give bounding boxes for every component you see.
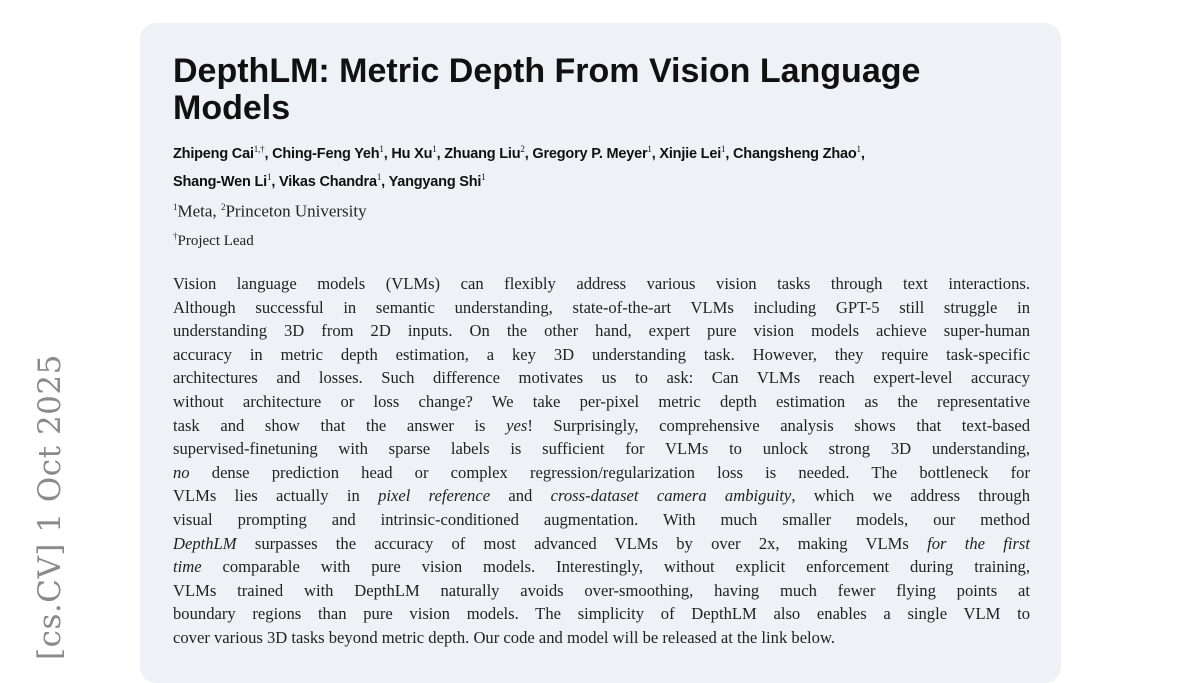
abstract-line: accuracy in metric depth estimation, a k… [173, 343, 1030, 367]
note-sup: † [173, 230, 178, 241]
text: Although successful in semantic understa… [173, 297, 1030, 317]
author-name: Gregory P. Meyer [532, 145, 648, 162]
abstract-line: time comparable with pure vision models.… [173, 555, 1030, 579]
abstract-line: DepthLM surpasses the accuracy of most a… [173, 532, 1030, 556]
affiliations: 1Meta, 2Princeton University †Project Le… [173, 195, 367, 253]
author: Xinjie Lei1 [659, 144, 726, 162]
text: dense prediction head or complex regress… [189, 462, 1030, 482]
text: accuracy in metric depth estimation, a k… [173, 344, 1030, 364]
affiliation-line: 1Meta, 2Princeton University [173, 195, 367, 224]
author-sup: 1 [432, 144, 437, 154]
abstract-line: cover various 3D tasks beyond metric dep… [173, 626, 1030, 650]
author-sup: 1 [267, 171, 272, 182]
affiliation-meta: Meta, [177, 201, 217, 221]
author: Zhipeng Cai1,† [173, 144, 265, 162]
author: Yangyang Shi1 [388, 171, 486, 190]
author-sup: 1 [376, 171, 382, 182]
abstract: Vision language models (VLMs) can flexib… [173, 272, 1030, 650]
text: , which we address through [791, 486, 1031, 506]
author: Changsheng Zhao1 [733, 144, 862, 162]
author-name: Xinjie Lei [659, 145, 722, 162]
text: Vision language models (VLMs) can flexib… [173, 274, 1030, 293]
text: visual prompting and intrinsic-condition… [173, 509, 1030, 529]
author-name: Changsheng Zhao [733, 145, 857, 162]
text: ! Surprisingly, comprehensive analysis s… [527, 415, 1030, 435]
author: Vikas Chandra1 [278, 171, 382, 190]
emphasis: yes [506, 415, 528, 435]
author: Shang-Wen Li1 [173, 171, 272, 190]
abstract-line: VLMs lies actually in pixel reference an… [173, 484, 1030, 508]
affiliation-sup: 1 [173, 202, 178, 212]
emphasis: DepthLM [173, 533, 237, 553]
author-sup: 1 [647, 144, 652, 154]
paper-header-card: DepthLM: Metric Depth From Vision Langua… [140, 23, 1061, 683]
abstract-line: understanding 3D from 2D inputs. On the … [173, 319, 1030, 343]
author-sup: 1 [856, 144, 862, 154]
author-name: Hu Xu [391, 145, 433, 162]
author: Hu Xu1 [391, 144, 437, 162]
text: VLMs lies actually in [173, 486, 379, 506]
author: Zhuang Liu2 [444, 144, 525, 162]
abstract-line: task and show that the answer is yes! Su… [173, 414, 1030, 438]
author-sup: 2 [520, 144, 525, 154]
note-text: Project Lead [177, 232, 254, 249]
author-sup: 1 [481, 171, 486, 182]
text: boundary regions than pure vision models… [173, 604, 1030, 624]
author-sup: 1,† [253, 144, 265, 154]
text: comparable with pure vision models. Inte… [201, 557, 1030, 577]
abstract-line: Although successful in semantic understa… [173, 296, 1030, 320]
author-list: Zhipeng Cai1,†, Ching-Feng Yeh1, Hu Xu1,… [173, 144, 865, 190]
author-name: Ching-Feng Yeh [272, 145, 380, 162]
affiliation-princeton: Princeton University [225, 201, 367, 221]
emphasis: cross-dataset camera ambiguity [550, 486, 792, 506]
author: Gregory P. Meyer1 [532, 144, 652, 162]
abstract-line: architectures and losses. Such differenc… [173, 366, 1030, 390]
text: surpasses the accuracy of most advanced … [236, 533, 928, 553]
text: VLMs trained with DepthLM naturally avoi… [173, 580, 1030, 600]
author-sup: 1 [721, 144, 726, 154]
emphasis: for the first [927, 533, 1031, 553]
text: task and show that the answer is [173, 415, 507, 435]
emphasis: no [173, 462, 190, 482]
text: and [490, 486, 551, 506]
arxiv-stamp: [cs.CV] 1 Oct 2025 [32, 354, 68, 660]
abstract-line: boundary regions than pure vision models… [173, 602, 1030, 626]
author-name: Yangyang Shi [388, 173, 482, 190]
abstract-line: supervised-finetuning with sparse labels… [173, 437, 1030, 461]
abstract-line: visual prompting and intrinsic-condition… [173, 508, 1030, 532]
affiliation-sup: 2 [220, 202, 226, 212]
author-sup: 1 [379, 144, 384, 154]
text: cover various 3D tasks beyond metric dep… [173, 627, 836, 647]
project-lead-note: †Project Lead [173, 224, 367, 253]
text: supervised-finetuning with sparse labels… [173, 439, 1030, 459]
text: architectures and losses. Such differenc… [173, 368, 1030, 388]
emphasis: time [173, 557, 202, 577]
abstract-line: VLMs trained with DepthLM naturally avoi… [173, 579, 1030, 603]
paper-title: DepthLM: Metric Depth From Vision Langua… [173, 52, 921, 127]
author-name: Zhuang Liu [444, 145, 521, 162]
emphasis: pixel reference [378, 486, 491, 506]
author-name: Shang-Wen Li [173, 173, 267, 190]
author: Ching-Feng Yeh1 [272, 144, 384, 162]
abstract-line: Vision language models (VLMs) can flexib… [173, 272, 1030, 296]
text: without architecture or loss change? We … [173, 391, 1030, 411]
author-name: Vikas Chandra [278, 173, 377, 190]
abstract-line: without architecture or loss change? We … [173, 390, 1030, 414]
abstract-line: no dense prediction head or complex regr… [173, 461, 1030, 485]
author-name: Zhipeng Cai [173, 145, 254, 162]
text: understanding 3D from 2D inputs. On the … [173, 321, 1030, 341]
